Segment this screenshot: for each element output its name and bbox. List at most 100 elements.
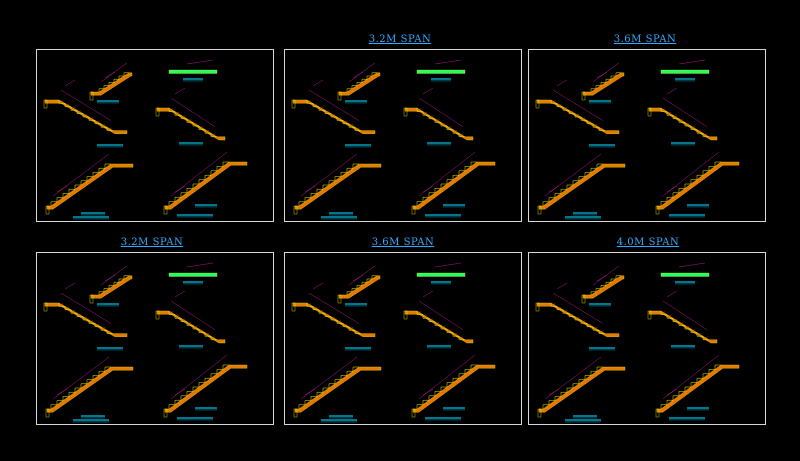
stair-flight bbox=[89, 62, 133, 101]
rebar-tick bbox=[212, 175, 216, 177]
stair-flight bbox=[647, 290, 718, 344]
drawing-sheet-2[interactable] bbox=[284, 49, 522, 222]
sheet-title-4: 3.2M SPAN bbox=[120, 237, 184, 248]
stair-steps bbox=[660, 364, 721, 409]
rebar-tick bbox=[704, 133, 708, 135]
rebar-tick bbox=[218, 171, 222, 173]
stair-flight bbox=[411, 151, 496, 215]
rebar-tick bbox=[64, 401, 68, 403]
rebar-tick bbox=[594, 124, 598, 126]
dimension-line bbox=[64, 79, 76, 87]
rebar-tick bbox=[448, 184, 452, 186]
label-text-block bbox=[431, 78, 451, 81]
label-text-block bbox=[427, 142, 451, 145]
label-text-block bbox=[177, 214, 213, 217]
stair-steps bbox=[98, 275, 129, 295]
rebar-tick bbox=[674, 115, 678, 117]
rebar-tick bbox=[76, 392, 80, 394]
rebar-tick bbox=[78, 313, 82, 315]
rebar-tick bbox=[592, 295, 595, 297]
stair-steps bbox=[660, 311, 709, 341]
drawing-sheet-5[interactable] bbox=[284, 252, 522, 425]
stair-flight bbox=[155, 290, 226, 344]
rebar-tick bbox=[176, 202, 180, 204]
rebar-tick bbox=[224, 369, 228, 372]
sheet-drawing bbox=[43, 262, 248, 423]
support-column bbox=[403, 310, 408, 320]
rebar-tick bbox=[338, 320, 342, 322]
rebar-tick bbox=[115, 82, 118, 85]
rebar-tick bbox=[368, 282, 371, 284]
label-text-block bbox=[687, 204, 709, 207]
label-text-block bbox=[81, 212, 105, 215]
label-text-block bbox=[321, 419, 357, 422]
rebar-tick bbox=[436, 193, 440, 195]
rebar-tick bbox=[52, 409, 56, 411]
dimension-line bbox=[422, 290, 434, 298]
drawing-sheet-1[interactable] bbox=[36, 49, 274, 222]
rebar-tick bbox=[568, 189, 572, 191]
stair-flight bbox=[655, 354, 740, 418]
rebar-tick bbox=[363, 285, 366, 288]
rebar-tick bbox=[668, 202, 672, 204]
drawing-sheet-3[interactable] bbox=[528, 49, 766, 222]
stair-steps bbox=[168, 161, 229, 206]
stair-steps bbox=[416, 364, 477, 409]
rebar-tick bbox=[64, 198, 68, 200]
rebar-tick bbox=[52, 206, 56, 208]
rebar-tick bbox=[662, 206, 666, 208]
stair-flight bbox=[403, 87, 474, 141]
stair-steps bbox=[346, 72, 377, 92]
rebar-tick bbox=[84, 114, 88, 116]
label-text-block bbox=[183, 78, 203, 81]
label-text-block bbox=[671, 142, 695, 145]
rebar-tick bbox=[558, 103, 562, 106]
stair-steps bbox=[168, 311, 217, 341]
sheet-title-3: 3.6M SPAN bbox=[613, 34, 677, 45]
dimension-line bbox=[174, 185, 186, 193]
rebar-tick bbox=[598, 168, 602, 170]
rebar-tick bbox=[564, 107, 568, 109]
dimension-line bbox=[186, 59, 214, 65]
landing-slab bbox=[660, 272, 710, 277]
stair-slab bbox=[90, 72, 133, 96]
rebar-tick bbox=[680, 322, 684, 324]
rebar-tick bbox=[612, 79, 615, 81]
rebar-tick bbox=[418, 108, 422, 110]
support-column bbox=[45, 408, 50, 418]
stair-slab bbox=[656, 364, 740, 413]
rebar-tick bbox=[306, 202, 310, 204]
dimension-line bbox=[548, 388, 560, 396]
rebar-tick bbox=[466, 171, 470, 173]
rebar-tick bbox=[58, 405, 62, 407]
dimension-line bbox=[170, 97, 216, 127]
stair-slab bbox=[156, 107, 226, 141]
rebar-tick bbox=[442, 122, 446, 125]
label-text-block bbox=[431, 281, 451, 284]
rebar-tick bbox=[88, 181, 92, 183]
rebar-tick bbox=[460, 336, 464, 338]
rebar-tick bbox=[348, 375, 352, 378]
label-text-block bbox=[329, 212, 353, 215]
rebar-tick bbox=[418, 311, 422, 313]
label-text-block bbox=[675, 78, 695, 81]
support-column bbox=[337, 91, 342, 101]
rebar-tick bbox=[550, 405, 554, 407]
drawing-sheet-6[interactable] bbox=[528, 252, 766, 425]
dimension-line bbox=[434, 262, 462, 268]
rebar-tick bbox=[556, 401, 560, 403]
stair-steps bbox=[590, 275, 621, 295]
dimension-line bbox=[552, 89, 604, 121]
dimension-line bbox=[174, 87, 186, 95]
label-text-block bbox=[675, 281, 695, 284]
rebar-tick bbox=[182, 400, 186, 402]
stair-flight bbox=[647, 87, 718, 141]
rebar-tick bbox=[617, 279, 620, 281]
rebar-tick bbox=[356, 330, 360, 332]
drawing-sheet-4[interactable] bbox=[36, 252, 274, 425]
rebar-tick bbox=[120, 79, 123, 81]
rebar-tick bbox=[704, 175, 708, 177]
dimension-line bbox=[548, 185, 560, 193]
dimension-line bbox=[56, 388, 68, 396]
